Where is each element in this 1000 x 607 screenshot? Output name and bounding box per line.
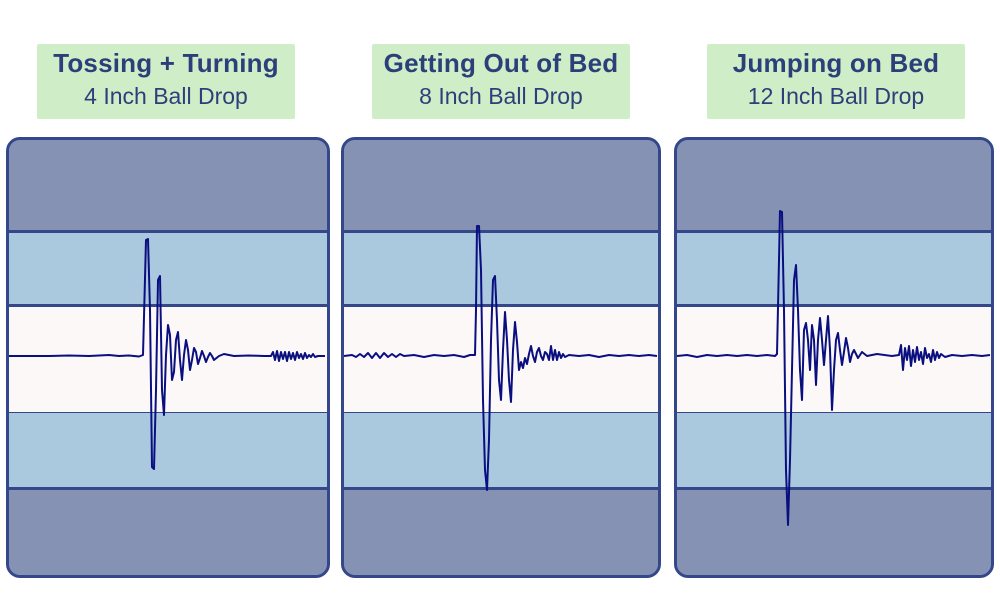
outer-band-bottom xyxy=(677,487,991,575)
label-getting-out-of-bed: Getting Out of Bed 8 Inch Ball Drop xyxy=(372,44,630,119)
outer-band-top xyxy=(677,140,991,232)
waveform-panel-getting-out-of-bed xyxy=(341,137,661,578)
label-subtitle: 12 Inch Ball Drop xyxy=(747,83,925,109)
label-title: Jumping on Bed xyxy=(732,48,940,78)
vibration-waveform xyxy=(344,225,658,491)
outer-band-top xyxy=(9,140,327,232)
light-band-upper xyxy=(677,230,991,306)
light-band-upper xyxy=(9,230,327,306)
light-band-lower xyxy=(677,413,991,490)
light-band-lower xyxy=(9,413,327,490)
waveform-panel-tossing-turning xyxy=(6,137,330,578)
label-title: Tossing + Turning xyxy=(53,48,279,78)
light-band-upper xyxy=(344,230,658,306)
waveform-panel-jumping-on-bed xyxy=(674,137,994,578)
label-subtitle: 4 Inch Ball Drop xyxy=(84,83,248,109)
label-subtitle: 8 Inch Ball Drop xyxy=(419,83,583,109)
light-band-lower xyxy=(344,413,658,490)
outer-band-bottom xyxy=(344,487,658,575)
vibration-waveform xyxy=(9,238,325,470)
label-jumping-on-bed: Jumping on Bed 12 Inch Ball Drop xyxy=(707,44,965,119)
vibration-waveform xyxy=(677,210,991,526)
label-tossing-turning: Tossing + Turning 4 Inch Ball Drop xyxy=(37,44,295,119)
label-title: Getting Out of Bed xyxy=(383,48,619,78)
outer-band-top xyxy=(344,140,658,232)
outer-band-bottom xyxy=(9,487,327,575)
